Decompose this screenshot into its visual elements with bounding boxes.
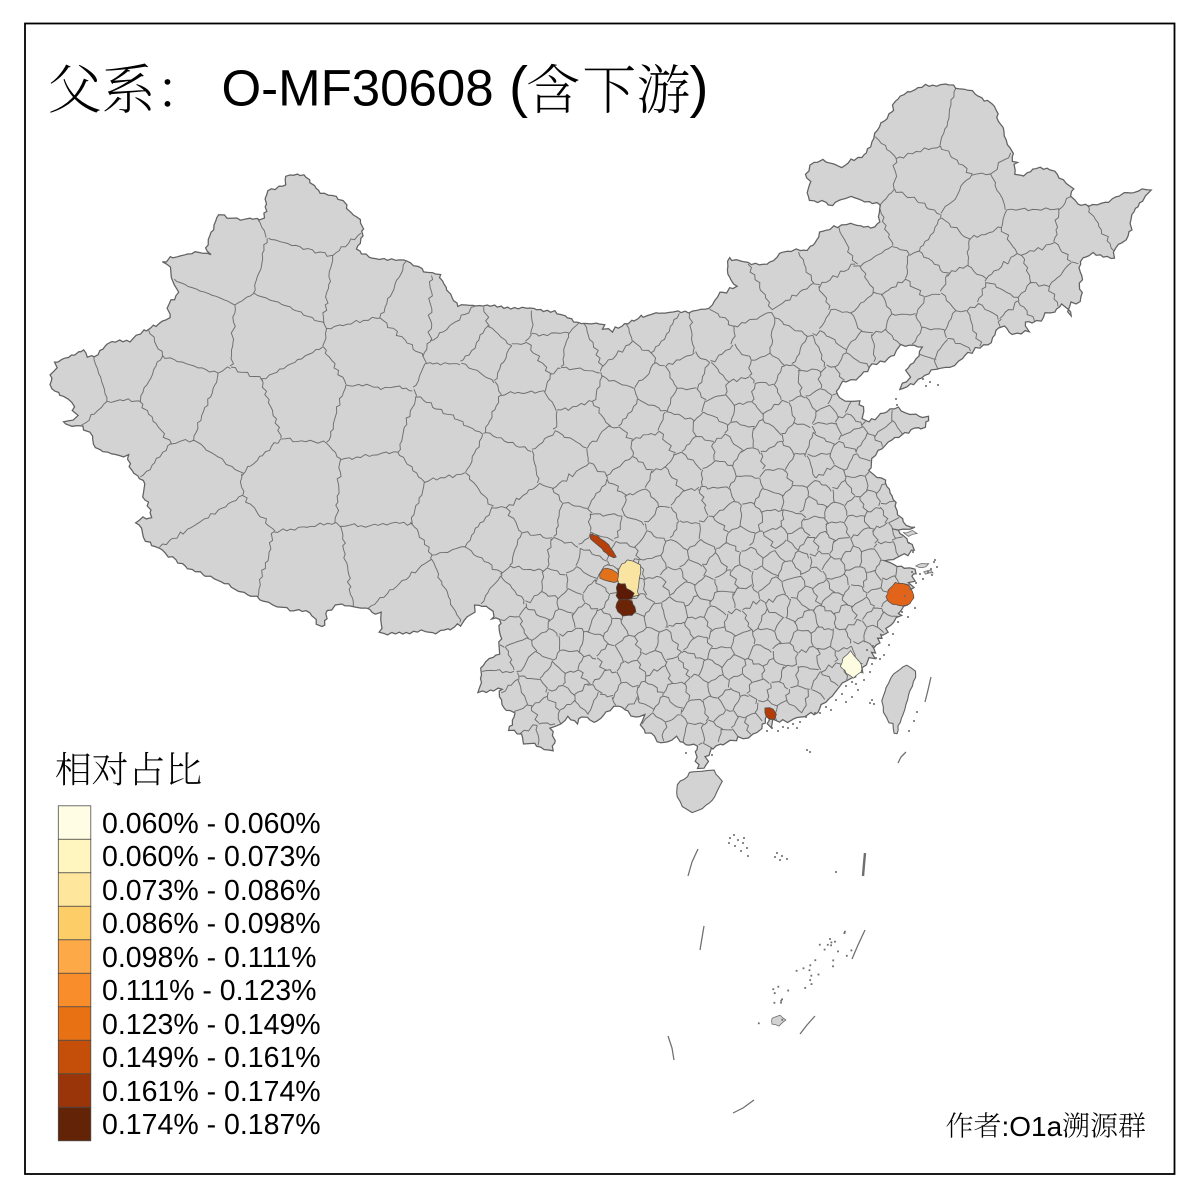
svg-text:): ) xyxy=(690,55,709,119)
svg-text:0.161% - 0.174%: 0.161% - 0.174% xyxy=(102,1076,321,1108)
svg-text:0.060% - 0.073%: 0.060% - 0.073% xyxy=(102,841,321,873)
svg-text:(: ( xyxy=(509,55,528,119)
svg-text:0.060% - 0.060%: 0.060% - 0.060% xyxy=(102,808,321,840)
svg-text:0.086% - 0.098%: 0.086% - 0.098% xyxy=(102,908,321,940)
svg-text:0.174% - 0.187%: 0.174% - 0.187% xyxy=(102,1109,321,1141)
svg-text:0.073% - 0.086%: 0.073% - 0.086% xyxy=(102,875,321,907)
svg-text:0.111% - 0.123%: 0.111% - 0.123% xyxy=(102,975,316,1007)
svg-text::O1a: :O1a xyxy=(1002,1111,1063,1142)
svg-text:0.149% - 0.161%: 0.149% - 0.161% xyxy=(102,1042,321,1074)
svg-text:0.098% - 0.111%: 0.098% - 0.111% xyxy=(102,942,316,974)
svg-text:0.123% - 0.149%: 0.123% - 0.149% xyxy=(102,1009,321,1041)
svg-text:O-MF30608: O-MF30608 xyxy=(222,60,494,117)
